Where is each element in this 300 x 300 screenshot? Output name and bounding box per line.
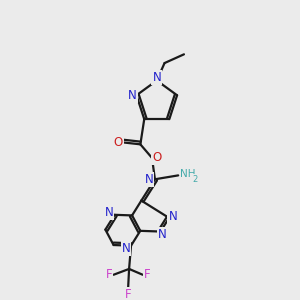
Text: NH: NH	[180, 169, 196, 179]
Text: O: O	[152, 152, 161, 164]
Text: F: F	[125, 288, 131, 300]
Text: N: N	[128, 89, 137, 102]
Text: 2: 2	[193, 175, 198, 184]
Text: F: F	[144, 268, 151, 281]
Text: F: F	[105, 268, 112, 281]
Text: N: N	[168, 210, 177, 223]
Text: O: O	[113, 136, 123, 149]
Text: N: N	[145, 173, 154, 186]
Text: N: N	[122, 242, 130, 255]
Text: N: N	[152, 71, 161, 84]
Text: N: N	[158, 228, 167, 241]
Text: N: N	[104, 206, 113, 219]
